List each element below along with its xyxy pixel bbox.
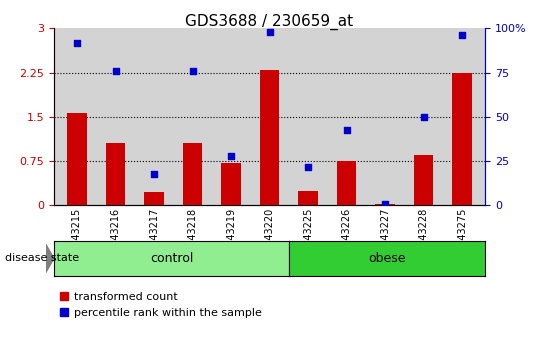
Text: GDS3688 / 230659_at: GDS3688 / 230659_at	[185, 14, 354, 30]
Bar	[452, 73, 472, 205]
Point	[303, 164, 312, 170]
Bar	[414, 155, 433, 205]
Bar	[144, 192, 164, 205]
Bar	[222, 163, 240, 205]
Bar	[337, 161, 356, 205]
Point	[188, 69, 197, 74]
Bar	[375, 204, 395, 205]
Text: disease state: disease state	[5, 253, 80, 263]
Bar	[260, 70, 279, 205]
Polygon shape	[46, 244, 54, 273]
Point	[73, 40, 81, 46]
Legend: transformed count, percentile rank within the sample: transformed count, percentile rank withi…	[59, 292, 262, 318]
Text: control: control	[150, 252, 193, 265]
Bar	[299, 190, 317, 205]
Text: obese: obese	[368, 252, 406, 265]
Point	[111, 69, 120, 74]
Point	[381, 201, 389, 207]
Bar	[67, 113, 87, 205]
Bar	[106, 143, 125, 205]
Bar	[183, 143, 202, 205]
Point	[458, 33, 466, 38]
Point	[342, 127, 351, 132]
Point	[419, 114, 428, 120]
Point	[265, 30, 274, 35]
Point	[150, 171, 158, 177]
Point	[227, 154, 236, 159]
